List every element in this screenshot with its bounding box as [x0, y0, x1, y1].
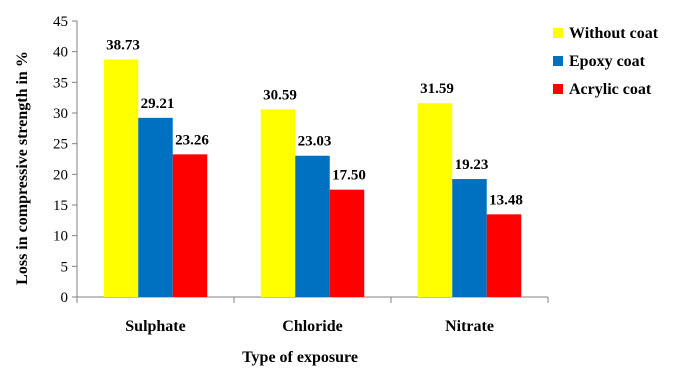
data-label: 29.21 [141, 96, 175, 112]
bar [295, 155, 330, 297]
bar [103, 59, 139, 298]
x-axis-title: Type of exposure [242, 349, 358, 366]
x-axis: Sulphate Chloride Nitrate [76, 296, 549, 335]
bar [329, 189, 365, 297]
bars [103, 59, 522, 298]
y-tick-label: 10 [53, 229, 68, 245]
data-label: 23.03 [298, 134, 332, 150]
legend-swatch [553, 84, 563, 94]
data-label: 13.48 [489, 192, 523, 208]
bar [417, 103, 453, 297]
bar [452, 179, 487, 297]
data-label: 23.26 [175, 132, 209, 148]
y-axis: 0 5 10 15 20 25 30 35 40 45 [53, 14, 78, 306]
category-label: Chloride [282, 318, 342, 335]
data-label: 31.59 [420, 81, 454, 97]
y-axis-title: Loss in compressive strength in % [14, 51, 31, 285]
category-label: Sulphate [125, 318, 185, 335]
data-labels: 38.73 29.21 23.26 30.59 23.03 17.50 31.59 19.23… [106, 37, 523, 208]
y-tick-label: 20 [53, 167, 68, 183]
y-tick-label: 30 [53, 106, 68, 122]
y-tick-label: 45 [53, 14, 68, 30]
bar [486, 214, 522, 297]
bar [172, 154, 208, 297]
data-label: 38.73 [106, 37, 140, 53]
data-label: 19.23 [455, 157, 489, 173]
legend-label: Epoxy coat [569, 53, 646, 70]
legend-label: Acrylic coat [569, 81, 652, 98]
category-label: Nitrate [445, 318, 494, 335]
y-tick-label: 0 [61, 290, 69, 306]
data-label: 30.59 [263, 87, 297, 103]
y-tick-label: 25 [53, 137, 68, 153]
legend-swatch [553, 56, 563, 66]
bar [138, 117, 173, 297]
y-tick-label: 5 [61, 259, 69, 275]
legend-swatch [553, 28, 563, 38]
y-tick-label: 15 [53, 198, 68, 214]
bar [260, 109, 296, 297]
y-tick-label: 40 [53, 45, 68, 61]
legend: Without coat Epoxy coat Acrylic coat [553, 25, 659, 98]
y-tick-label: 35 [53, 75, 68, 91]
legend-label: Without coat [569, 25, 659, 42]
data-label: 17.50 [332, 168, 366, 184]
